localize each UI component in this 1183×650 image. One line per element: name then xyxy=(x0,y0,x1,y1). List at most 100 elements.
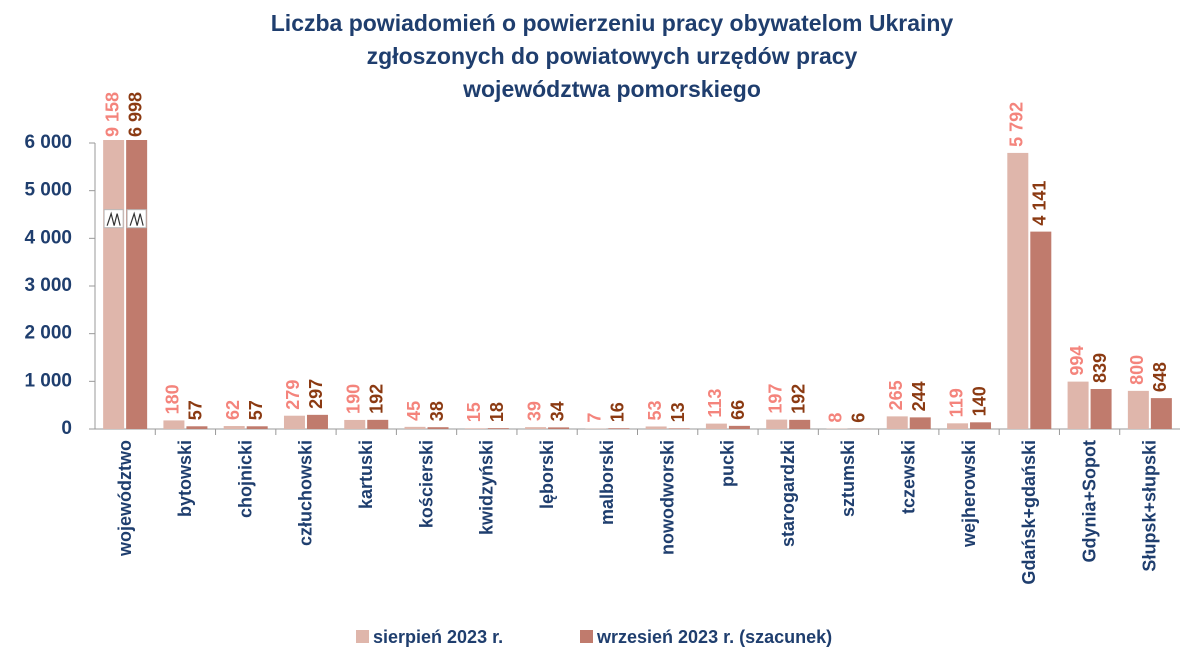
data-label: 839 xyxy=(1090,353,1110,383)
x-tick-label: starogardzki xyxy=(778,440,798,547)
chart-title: województwa pomorskiego xyxy=(462,76,761,102)
data-label: 66 xyxy=(728,400,748,420)
y-tick-label: 3 000 xyxy=(24,275,72,296)
axis-break xyxy=(126,209,147,229)
x-tick-label: lęborski xyxy=(537,440,557,509)
data-label: 197 xyxy=(765,384,785,414)
data-label: 5 792 xyxy=(1007,102,1027,147)
data-label: 6 xyxy=(849,413,869,423)
data-label: 4 141 xyxy=(1030,181,1050,226)
bar xyxy=(1007,152,1029,429)
y-tick-label: 2 000 xyxy=(24,323,72,344)
x-tick-label: tczewski xyxy=(899,440,919,514)
data-label: 15 xyxy=(464,402,484,422)
data-label: 192 xyxy=(367,384,387,414)
bar xyxy=(126,140,148,430)
data-label: 57 xyxy=(246,400,266,420)
bar xyxy=(548,427,570,429)
data-label: 800 xyxy=(1127,355,1147,385)
legend-label: sierpień 2023 r. xyxy=(373,627,503,647)
chart-title: Liczba powiadomień o powierzeniu pracy o… xyxy=(271,10,954,36)
bar xyxy=(464,428,486,429)
bar xyxy=(487,428,509,429)
bar xyxy=(1090,389,1112,429)
data-label: 9 158 xyxy=(102,92,122,137)
bar xyxy=(1067,381,1089,429)
bar xyxy=(947,423,969,429)
x-tick-label: chojnicki xyxy=(235,440,255,518)
axis-break xyxy=(129,211,144,226)
data-label: 57 xyxy=(186,400,206,420)
bar xyxy=(789,419,811,429)
bar xyxy=(427,427,449,429)
bar xyxy=(246,426,268,429)
data-label: 62 xyxy=(223,400,243,420)
x-tick-label: Gdańsk+gdański xyxy=(1019,440,1039,585)
axis-break xyxy=(103,209,124,229)
x-tick-label: kwidzyński xyxy=(477,440,497,535)
bar xyxy=(1030,231,1052,429)
x-tick-label: bytowski xyxy=(175,440,195,517)
data-label: 6 998 xyxy=(125,92,145,137)
x-tick-label: człuchowski xyxy=(296,440,316,546)
bar xyxy=(367,419,389,429)
data-label: 8 xyxy=(826,413,846,423)
bar xyxy=(306,414,328,429)
data-label: 180 xyxy=(163,384,183,414)
bar xyxy=(608,428,630,429)
x-tick-label: Gdynia+Sopot xyxy=(1079,440,1099,563)
x-tick-label: kościerski xyxy=(416,440,436,528)
x-tick-label: kartuski xyxy=(356,440,376,509)
y-tick-label: 4 000 xyxy=(24,227,72,248)
legend-swatch xyxy=(356,630,369,643)
data-label: 119 xyxy=(946,388,966,417)
bar xyxy=(668,428,690,429)
data-label: 39 xyxy=(524,401,544,421)
bar xyxy=(970,422,992,429)
bar xyxy=(344,419,366,429)
x-tick-label: pucki xyxy=(718,440,738,487)
axis-break xyxy=(106,211,121,226)
data-label: 7 xyxy=(585,413,605,423)
data-label: 38 xyxy=(427,401,447,421)
bar xyxy=(1150,398,1172,429)
bar xyxy=(283,415,305,429)
bar xyxy=(705,423,727,429)
x-tick-label: malborski xyxy=(597,440,617,525)
data-label: 244 xyxy=(909,381,929,411)
data-label: 53 xyxy=(645,400,665,420)
data-label: 34 xyxy=(547,401,567,421)
x-tick-label: województwo xyxy=(115,440,135,557)
data-label: 16 xyxy=(608,402,628,422)
bar xyxy=(525,427,547,429)
x-tick-label: nowodworski xyxy=(657,440,677,555)
data-label: 994 xyxy=(1067,346,1087,376)
x-tick-label: sztumski xyxy=(838,440,858,517)
data-label: 140 xyxy=(969,386,989,416)
legend-swatch xyxy=(580,630,593,643)
data-label: 648 xyxy=(1150,362,1170,392)
data-label: 18 xyxy=(487,402,507,422)
bar xyxy=(163,420,185,429)
data-label: 45 xyxy=(404,401,424,421)
data-label: 192 xyxy=(788,384,808,414)
y-tick-label: 1 000 xyxy=(24,370,72,391)
bar xyxy=(766,419,788,429)
y-tick-label: 5 000 xyxy=(24,180,72,201)
bar xyxy=(645,426,667,429)
bar xyxy=(728,425,750,429)
y-tick-label: 0 xyxy=(61,418,72,439)
x-tick-label: wejherowski xyxy=(959,440,979,548)
bar xyxy=(186,426,208,429)
bar xyxy=(886,416,908,429)
x-tick-label: Słupsk+słupski xyxy=(1140,440,1160,572)
legend-label: wrzesień 2023 r. (szacunek) xyxy=(596,627,832,647)
bar xyxy=(223,426,245,429)
chart-title: zgłoszonych do powiatowych urzędów pracy xyxy=(367,43,858,69)
data-label: 265 xyxy=(886,380,906,410)
bar xyxy=(404,426,426,429)
data-label: 113 xyxy=(705,389,725,418)
data-label: 190 xyxy=(344,384,364,414)
bar xyxy=(909,417,931,429)
